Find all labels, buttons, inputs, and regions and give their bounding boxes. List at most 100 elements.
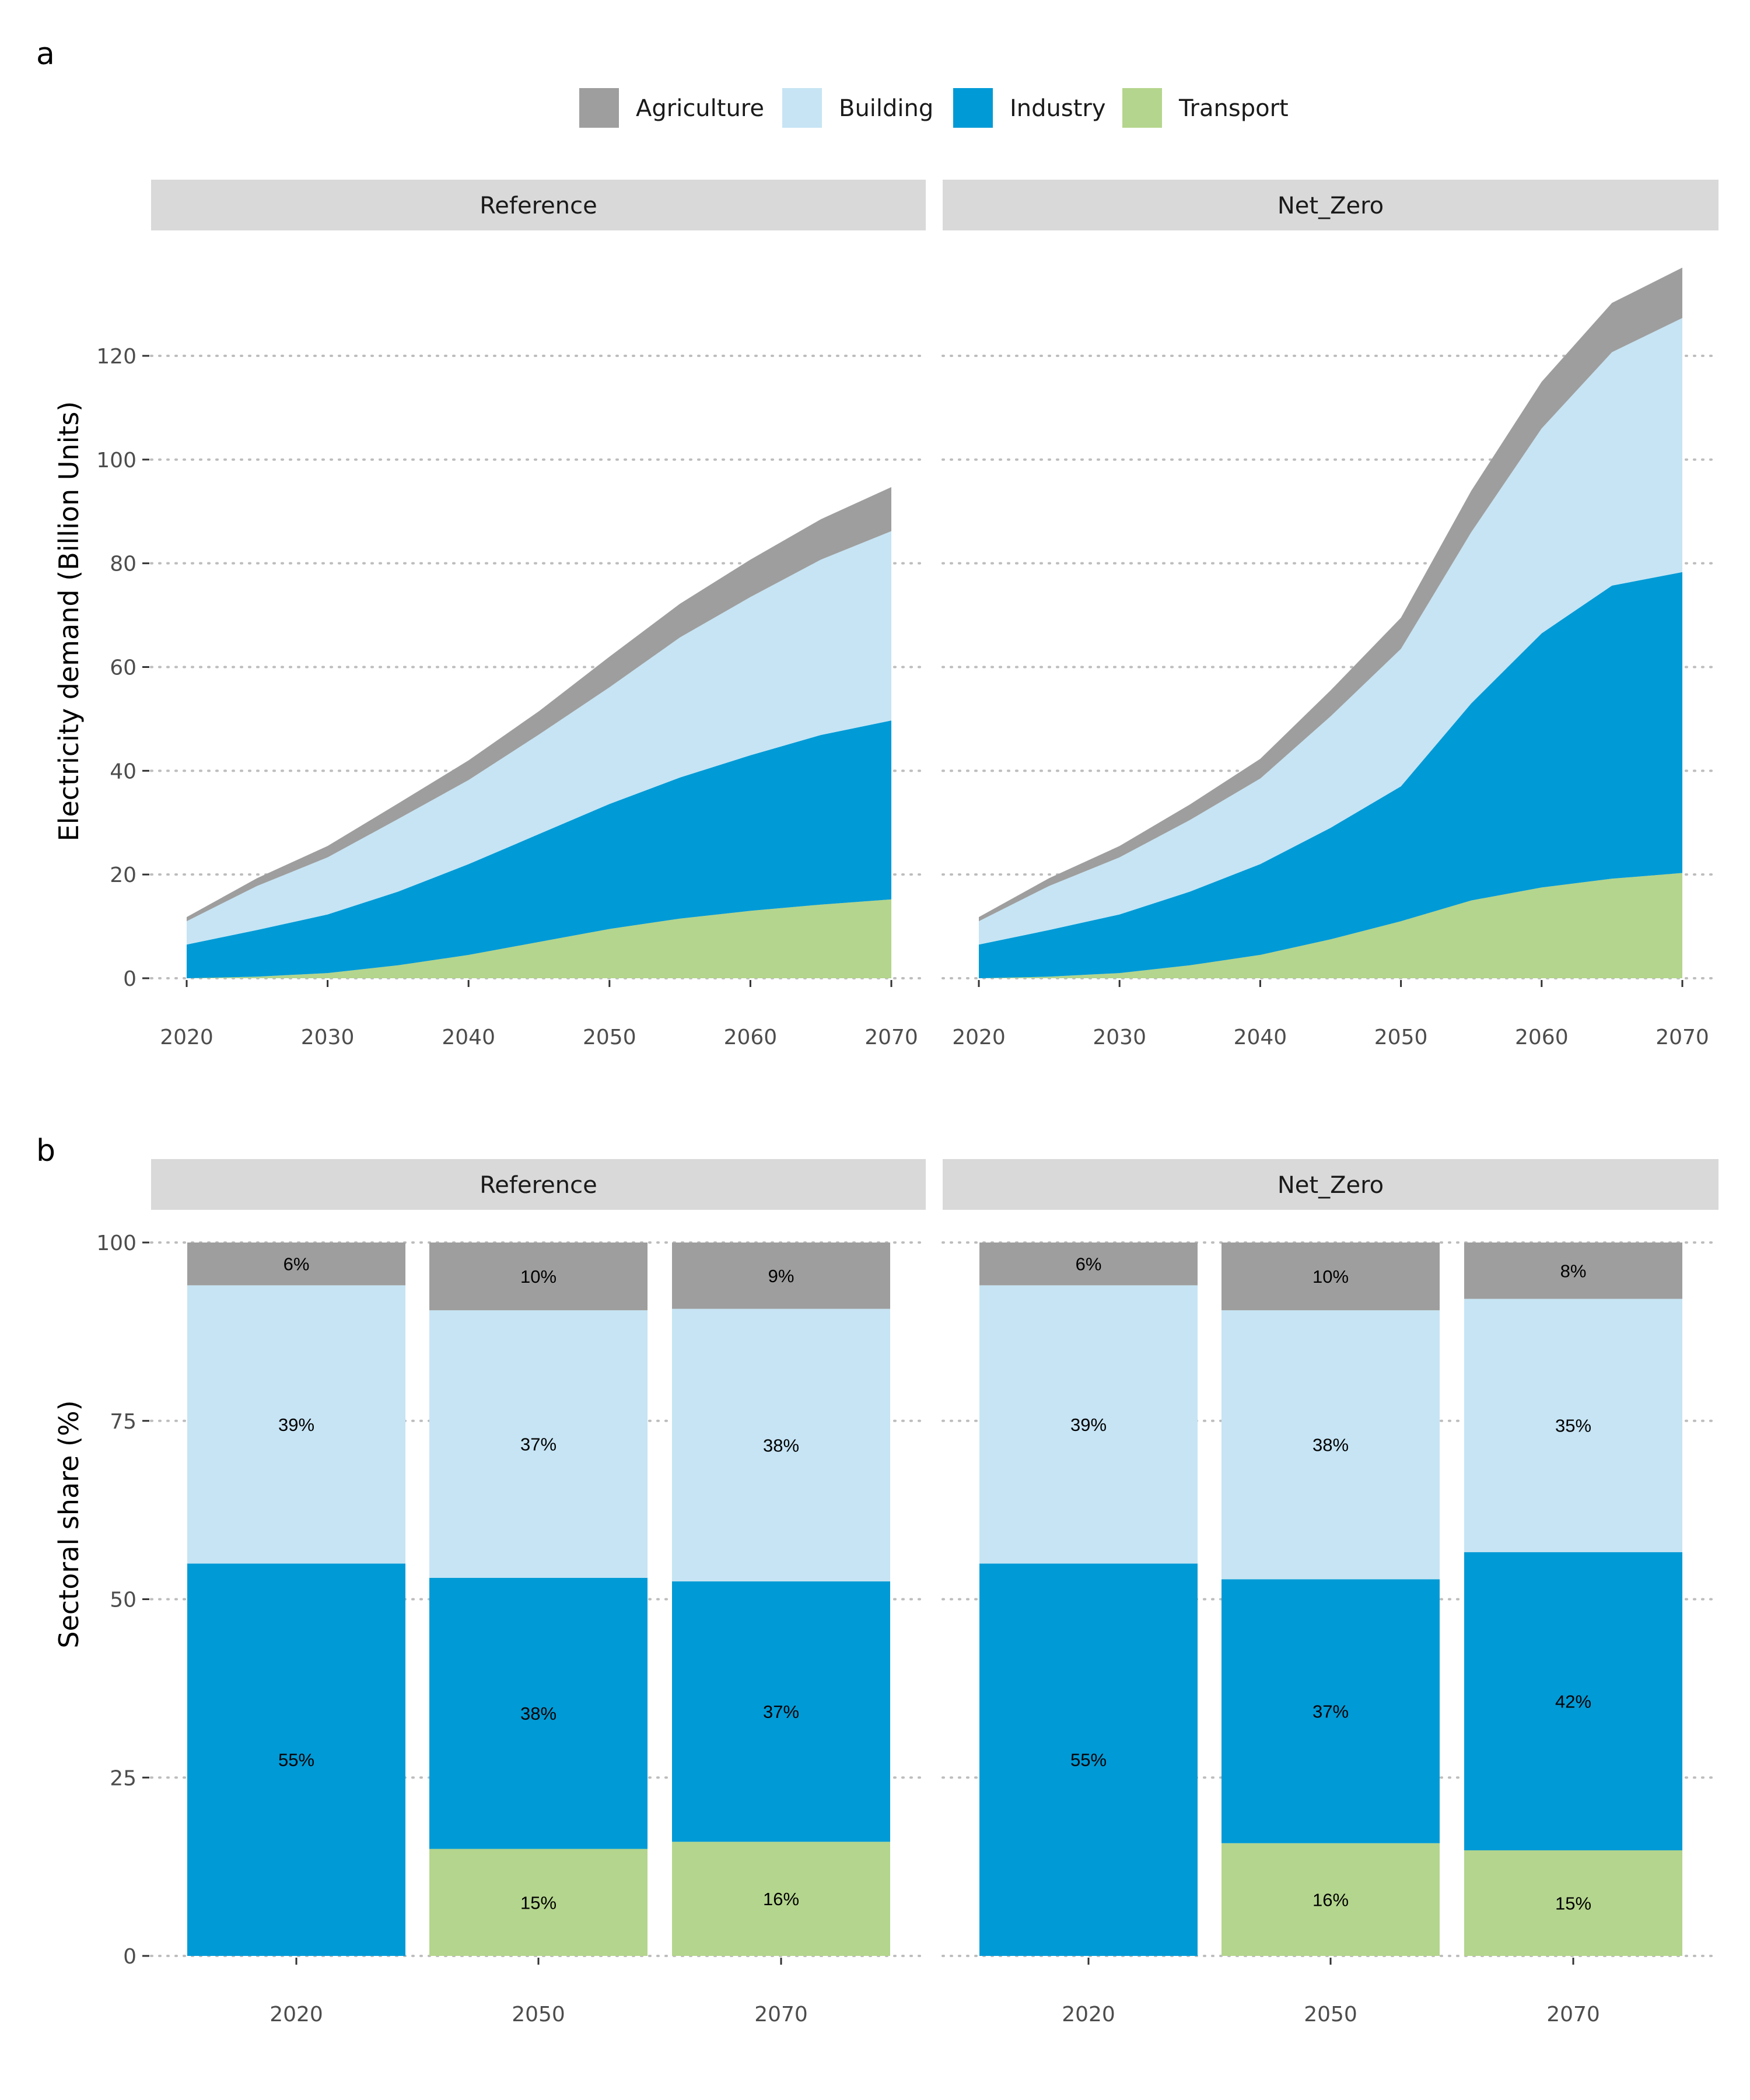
- bar-reference-2020-building: [187, 1285, 405, 1564]
- y-tick-label-a-100: 100: [96, 449, 136, 473]
- x-tick-label-a-net-zero-2070: 2070: [1656, 1026, 1709, 1049]
- y-axis-title-a: Electricity demand (Billion Units): [53, 401, 85, 842]
- x-tick-label-a-net-zero-2050: 2050: [1374, 1026, 1428, 1049]
- x-tick-label-b-reference-2050: 2050: [512, 2003, 565, 2027]
- bar-label-reference-2050-transport: 15%: [520, 1892, 556, 1913]
- x-tick-label-a-reference-2060: 2060: [724, 1026, 778, 1049]
- bar-net-zero-2070-agriculture: [1464, 1242, 1682, 1299]
- x-tick-label-a-net-zero-2040: 2040: [1234, 1026, 1287, 1049]
- legend-key-industry: [953, 88, 993, 128]
- y-tick-label-a-40: 40: [110, 760, 136, 783]
- bar-label-reference-2050-building: 37%: [520, 1434, 556, 1454]
- bar-net-zero-2050-building: [1222, 1310, 1440, 1580]
- bar-net-zero-2050-industry: [1222, 1579, 1440, 1843]
- strip-a-net-zero-label: Net_Zero: [1278, 192, 1384, 219]
- area-net-zero-industry: [979, 572, 1682, 978]
- x-tick-label-a-reference-2070: 2070: [864, 1026, 918, 1049]
- area-reference-agriculture: [187, 487, 891, 922]
- axis-ticks: 2020 2030 2040 2050 2060 2070 2020 2030 2040 2050…: [96, 345, 1709, 2027]
- strip-a-net-zero: [943, 180, 1718, 230]
- y-tick-label-a-0: 0: [123, 967, 136, 991]
- bar-net-zero-2070-building: [1464, 1298, 1682, 1552]
- y-tick-label-a-60: 60: [110, 656, 136, 680]
- strip-b-net-zero: [943, 1159, 1718, 1210]
- y-tick-label-b-25: 25: [110, 1766, 136, 1790]
- x-tick-label-b-net-zero-2070: 2070: [1546, 2003, 1600, 2027]
- x-tick-label-b-net-zero-2020: 2020: [1062, 2003, 1115, 2027]
- legend-label-industry: Industry: [1010, 95, 1106, 122]
- bar-label-net-zero-2070-building: 35%: [1555, 1416, 1591, 1436]
- bar-label-net-zero-2070-transport: 15%: [1555, 1893, 1591, 1913]
- bar-net-zero-2070-industry: [1464, 1552, 1682, 1850]
- area-net-zero-transport: [979, 873, 1682, 978]
- y-tick-label-b-50: 50: [110, 1588, 136, 1612]
- y-tick-label-b-100: 100: [96, 1231, 136, 1255]
- bar-label-reference-2070-building: 38%: [763, 1435, 799, 1455]
- strip-a-reference: [151, 180, 926, 230]
- x-tick-label-a-net-zero-2020: 2020: [952, 1026, 1006, 1049]
- bar-label-reference-2020-building: 39%: [278, 1415, 314, 1435]
- area-reference-industry: [187, 720, 891, 978]
- y-tick-label-b-75: 75: [110, 1410, 136, 1434]
- bar-reference-2070-industry: [672, 1581, 890, 1842]
- y-tick-label-b-0: 0: [123, 1945, 136, 1969]
- y-tick-label-a-20: 20: [110, 863, 136, 887]
- bar-reference-2050-building: [429, 1310, 648, 1578]
- bar-label-net-zero-2050-agriculture: 10%: [1312, 1266, 1349, 1287]
- x-tick-label-b-net-zero-2050: 2050: [1304, 2003, 1357, 2027]
- bar-net-zero-2070-transport: [1464, 1850, 1682, 1956]
- bar-label-net-zero-2070-agriculture: 8%: [1560, 1261, 1587, 1281]
- y-tick-label-a-80: 80: [110, 552, 136, 576]
- x-tick-label-a-reference-2050: 2050: [583, 1026, 636, 1049]
- legend-key-transport: [1122, 88, 1162, 128]
- bar-label-net-zero-2020-industry: 55%: [1070, 1750, 1107, 1770]
- bar-label-reference-2070-industry: 37%: [763, 1702, 799, 1722]
- strip-b-net-zero-label: Net_Zero: [1278, 1172, 1384, 1199]
- bar-label-reference-2070-transport: 16%: [763, 1889, 799, 1909]
- bar-net-zero-2020-building: [979, 1285, 1198, 1564]
- bar-net-zero-2050-transport: [1222, 1843, 1440, 1956]
- area-reference-building: [187, 531, 891, 945]
- y-axis-title-b: Sectoral share (%): [53, 1400, 85, 1648]
- bar-reference-2020-industry: [187, 1563, 405, 1956]
- bar-reference-2020-agriculture: [187, 1242, 405, 1286]
- bar-reference-2050-agriculture: [429, 1242, 648, 1311]
- panel-label-a: a: [36, 37, 55, 72]
- bar-net-zero-2020-agriculture: [979, 1242, 1198, 1286]
- bar-label-reference-2020-agriculture: 6%: [284, 1254, 310, 1275]
- legend-label-building: Building: [839, 95, 933, 122]
- bar-label-net-zero-2050-industry: 37%: [1312, 1702, 1349, 1722]
- bar-reference-2070-transport: [672, 1842, 890, 1956]
- data-marks: 55% 39% 6% 15% 38% 37% 10% 16% 37% 38% 9% 55% 39% 6% 1…: [187, 267, 1682, 1956]
- strip-b-reference-label: Reference: [480, 1172, 597, 1199]
- x-tick-label-b-reference-2070: 2070: [754, 2003, 808, 2027]
- legend-key-building: [782, 88, 822, 128]
- bar-reference-2070-agriculture: [672, 1242, 890, 1309]
- bar-label-net-zero-2050-building: 38%: [1312, 1435, 1349, 1455]
- legend: Agriculture Building Industry Transport: [579, 88, 1289, 128]
- legend-label-transport: Transport: [1178, 95, 1289, 122]
- y-tick-label-a-120: 120: [96, 345, 136, 369]
- bar-net-zero-2020-industry: [979, 1563, 1198, 1956]
- bar-net-zero-2050-agriculture: [1222, 1242, 1440, 1311]
- bar-reference-2050-industry: [429, 1577, 648, 1849]
- panel-label-b: b: [36, 1133, 55, 1168]
- legend-key-agriculture: [579, 88, 619, 128]
- x-tick-label-a-reference-2020: 2020: [160, 1026, 214, 1049]
- x-tick-label-a-reference-2040: 2040: [442, 1026, 495, 1049]
- legend-label-agriculture: Agriculture: [636, 95, 764, 122]
- x-tick-label-a-net-zero-2060: 2060: [1515, 1026, 1569, 1049]
- bar-label-reference-2020-industry: 55%: [278, 1750, 314, 1770]
- x-tick-label-a-reference-2030: 2030: [301, 1026, 355, 1049]
- strip-a-reference-label: Reference: [480, 192, 597, 219]
- bar-label-net-zero-2020-agriculture: 6%: [1076, 1254, 1102, 1275]
- bar-reference-2050-transport: [429, 1849, 648, 1956]
- x-tick-label-b-reference-2020: 2020: [270, 2003, 323, 2027]
- bar-label-net-zero-2020-building: 39%: [1070, 1415, 1107, 1435]
- area-net-zero-building: [979, 318, 1682, 945]
- bar-label-reference-2050-agriculture: 10%: [520, 1266, 556, 1287]
- bar-label-reference-2050-industry: 38%: [520, 1703, 556, 1724]
- bar-label-net-zero-2070-industry: 42%: [1555, 1691, 1591, 1712]
- x-tick-label-a-net-zero-2030: 2030: [1093, 1026, 1146, 1049]
